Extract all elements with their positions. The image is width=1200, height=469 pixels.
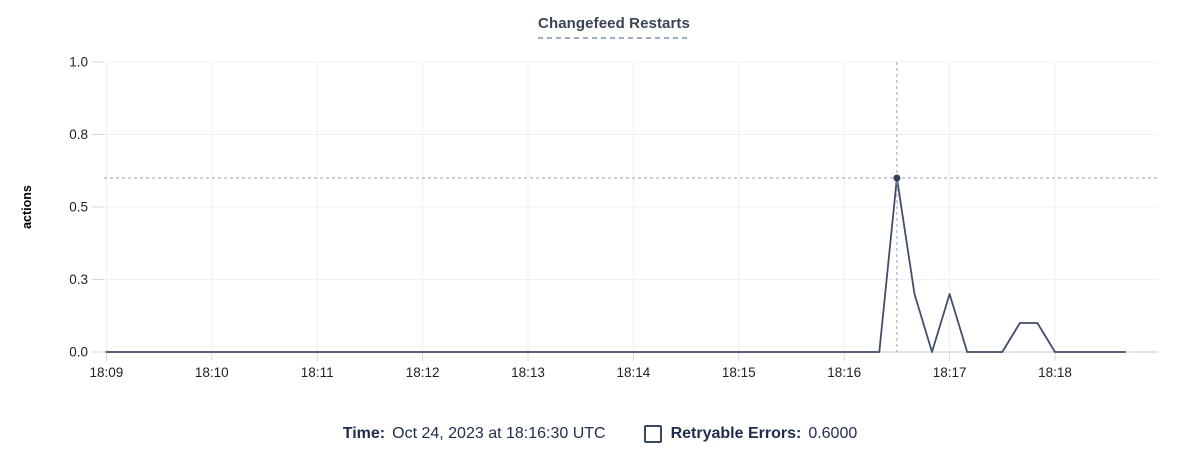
x-tick-label: 18:15 [722, 365, 756, 380]
x-tick-label: 18:16 [827, 365, 861, 380]
hover-point [893, 174, 901, 182]
time-label: Time: [342, 425, 386, 442]
hover-time-readout: Time: Oct 24, 2023 at 18:16:30 UTC [343, 421, 606, 447]
x-tick-label: 18:13 [511, 365, 545, 380]
y-tick-label: 1.0 [69, 55, 88, 70]
x-tick-label: 18:18 [1038, 365, 1072, 380]
legend-series-label: Retryable Errors: [670, 425, 802, 442]
x-tick-label: 18:12 [406, 365, 440, 380]
y-tick-label: 0.3 [69, 272, 88, 287]
legend-series-value: 0.6000 [808, 425, 858, 442]
chart-footer: Time: Oct 24, 2023 at 18:16:30 UTC Retrya… [0, 421, 1200, 447]
x-tick-label: 18:17 [933, 365, 967, 380]
chart-title[interactable]: Changefeed Restarts [538, 15, 690, 32]
y-axis-label: actions [20, 185, 34, 229]
y-tick-label: 0.8 [69, 127, 88, 142]
x-tick-label: 18:11 [301, 365, 334, 380]
chart-title-wrap: Changefeed Restarts [14, 15, 1200, 39]
y-tick-label: 0.0 [69, 345, 88, 360]
y-tick-label: 0.5 [69, 200, 88, 215]
series-line-retryable-errors [105, 177, 1127, 353]
chart-title-underline [538, 37, 690, 39]
time-value: Oct 24, 2023 at 18:16:30 UTC [392, 425, 606, 442]
line-chart-plot[interactable]: 0.0 0.3 0.5 0.8 1.0 18:09 18:10 18:11 18:12 18:13… [0, 0, 1200, 400]
x-tick-label: 18:09 [90, 365, 124, 380]
legend-checkbox[interactable] [643, 425, 662, 443]
x-tick-label: 18:10 [195, 365, 229, 380]
chart-title-box: Changefeed Restarts [538, 15, 690, 39]
legend-item-retryable-errors[interactable]: Retryable Errors: 0.6000 [643, 421, 858, 447]
x-tick-label: 18:14 [617, 365, 651, 380]
